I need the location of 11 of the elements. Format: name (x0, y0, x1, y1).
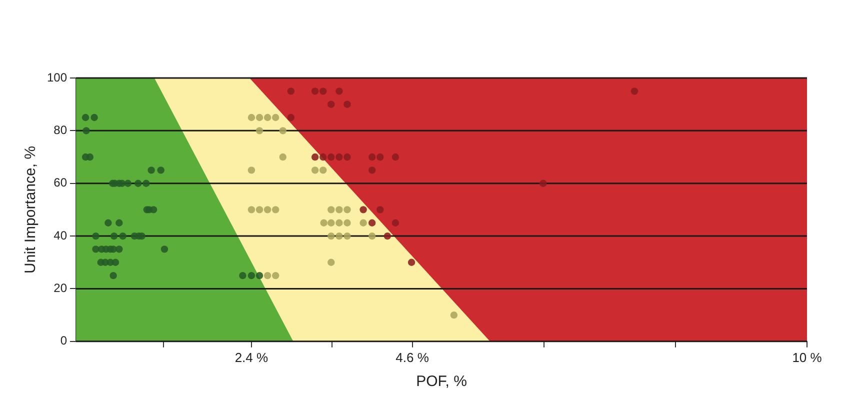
y-tick-label: 80 (54, 122, 68, 137)
x-tick-label: 10 % (792, 350, 822, 365)
y-tick-label: 40 (54, 228, 68, 242)
y-tick-label: 60 (54, 176, 68, 190)
x-axis-title: POF, % (416, 373, 467, 390)
x-tick-label: 4.6 % (396, 350, 430, 365)
y-axis-title: Unit Importance, % (22, 146, 40, 274)
y-tick-label: 0 (60, 334, 68, 348)
y-tick-label: 100 (46, 70, 68, 84)
y-tick-label: 20 (54, 281, 68, 296)
x-tick-label: 2.4 % (234, 350, 269, 365)
